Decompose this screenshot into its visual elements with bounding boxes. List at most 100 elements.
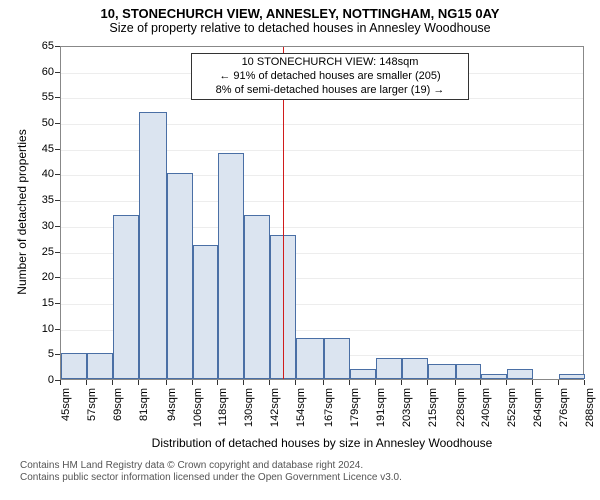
x-tick-label: 203sqm: [401, 388, 413, 436]
y-tick-mark: [55, 123, 60, 124]
histogram-bar: [193, 245, 219, 379]
y-tick-mark: [55, 277, 60, 278]
x-tick-mark: [323, 380, 324, 385]
x-tick-label: 94sqm: [166, 388, 178, 436]
x-tick-label: 118sqm: [217, 388, 229, 436]
x-tick-mark: [138, 380, 139, 385]
plot-area: 10 STONECHURCH VIEW: 148sqm← 91% of deta…: [60, 46, 584, 380]
histogram-bar: [376, 358, 402, 379]
y-tick-mark: [55, 303, 60, 304]
x-tick-label: 81sqm: [138, 388, 150, 436]
x-tick-mark: [584, 380, 585, 385]
histogram-bar: [296, 338, 324, 379]
y-tick-mark: [55, 174, 60, 175]
annotation-line: 8% of semi-detached houses are larger (1…: [198, 84, 462, 98]
histogram-bar: [61, 353, 87, 379]
histogram-bar: [113, 215, 139, 379]
x-tick-label: 264sqm: [532, 388, 544, 436]
annotation-line: ← 91% of detached houses are smaller (20…: [198, 70, 462, 84]
x-tick-mark: [375, 380, 376, 385]
x-tick-label: 130sqm: [243, 388, 255, 436]
x-tick-mark: [455, 380, 456, 385]
y-tick-label: 5: [32, 348, 54, 360]
y-tick-label: 60: [32, 66, 54, 78]
x-tick-label: 252sqm: [506, 388, 518, 436]
y-tick-mark: [55, 354, 60, 355]
y-tick-mark: [55, 72, 60, 73]
x-tick-mark: [349, 380, 350, 385]
y-tick-label: 45: [32, 143, 54, 155]
y-tick-label: 20: [32, 271, 54, 283]
y-tick-mark: [55, 97, 60, 98]
y-tick-label: 65: [32, 40, 54, 52]
plot-inner: 10 STONECHURCH VIEW: 148sqm← 91% of deta…: [61, 47, 583, 379]
footer-line-1: Contains HM Land Registry data © Crown c…: [20, 460, 580, 472]
x-tick-mark: [243, 380, 244, 385]
x-tick-label: 191sqm: [375, 388, 387, 436]
y-tick-mark: [55, 329, 60, 330]
x-tick-label: 228sqm: [455, 388, 467, 436]
y-tick-label: 50: [32, 117, 54, 129]
y-tick-label: 40: [32, 168, 54, 180]
histogram-bar: [428, 364, 456, 379]
x-tick-mark: [192, 380, 193, 385]
x-axis-title: Distribution of detached houses by size …: [60, 436, 584, 450]
x-tick-label: 167sqm: [323, 388, 335, 436]
histogram-bar: [507, 369, 533, 379]
x-tick-label: 288sqm: [584, 388, 596, 436]
x-tick-mark: [427, 380, 428, 385]
histogram-bar: [324, 338, 350, 379]
x-tick-label: 106sqm: [192, 388, 204, 436]
x-tick-mark: [112, 380, 113, 385]
x-tick-mark: [295, 380, 296, 385]
histogram-bar: [167, 173, 193, 379]
y-tick-mark: [55, 149, 60, 150]
chart-title: 10, STONECHURCH VIEW, ANNESLEY, NOTTINGH…: [0, 0, 600, 21]
x-tick-label: 45sqm: [60, 388, 72, 436]
x-tick-mark: [401, 380, 402, 385]
x-tick-mark: [480, 380, 481, 385]
annotation-box: 10 STONECHURCH VIEW: 148sqm← 91% of deta…: [191, 53, 469, 100]
x-tick-label: 142sqm: [269, 388, 281, 436]
x-tick-label: 215sqm: [427, 388, 439, 436]
footer-line-2: Contains public sector information licen…: [20, 472, 580, 484]
histogram-bar: [456, 364, 482, 379]
histogram-bar: [350, 369, 376, 379]
x-tick-mark: [166, 380, 167, 385]
y-tick-label: 55: [32, 91, 54, 103]
x-tick-mark: [558, 380, 559, 385]
x-tick-label: 57sqm: [86, 388, 98, 436]
x-tick-mark: [60, 380, 61, 385]
y-tick-mark: [55, 226, 60, 227]
histogram-bar: [87, 353, 113, 379]
x-tick-label: 69sqm: [112, 388, 124, 436]
chart-subtitle: Size of property relative to detached ho…: [0, 21, 600, 37]
y-tick-label: 30: [32, 220, 54, 232]
y-tick-label: 15: [32, 297, 54, 309]
histogram-bar: [402, 358, 428, 379]
chart-container: 10, STONECHURCH VIEW, ANNESLEY, NOTTINGH…: [0, 0, 600, 500]
x-tick-label: 240sqm: [480, 388, 492, 436]
x-tick-label: 276sqm: [558, 388, 570, 436]
y-tick-label: 0: [32, 374, 54, 386]
histogram-bar: [481, 374, 507, 379]
histogram-bar: [218, 153, 244, 379]
footer-text: Contains HM Land Registry data © Crown c…: [20, 460, 580, 484]
y-tick-label: 25: [32, 246, 54, 258]
y-tick-label: 10: [32, 323, 54, 335]
y-axis-title: Number of detached properties: [15, 112, 29, 312]
x-tick-mark: [532, 380, 533, 385]
y-tick-label: 35: [32, 194, 54, 206]
y-tick-mark: [55, 200, 60, 201]
histogram-bar: [559, 374, 585, 379]
annotation-line: 10 STONECHURCH VIEW: 148sqm: [198, 56, 462, 70]
x-tick-mark: [217, 380, 218, 385]
histogram-bar: [139, 112, 167, 379]
x-tick-label: 154sqm: [295, 388, 307, 436]
y-tick-mark: [55, 252, 60, 253]
histogram-bar: [244, 215, 270, 379]
x-tick-label: 179sqm: [349, 388, 361, 436]
x-tick-mark: [506, 380, 507, 385]
x-tick-mark: [86, 380, 87, 385]
x-tick-mark: [269, 380, 270, 385]
